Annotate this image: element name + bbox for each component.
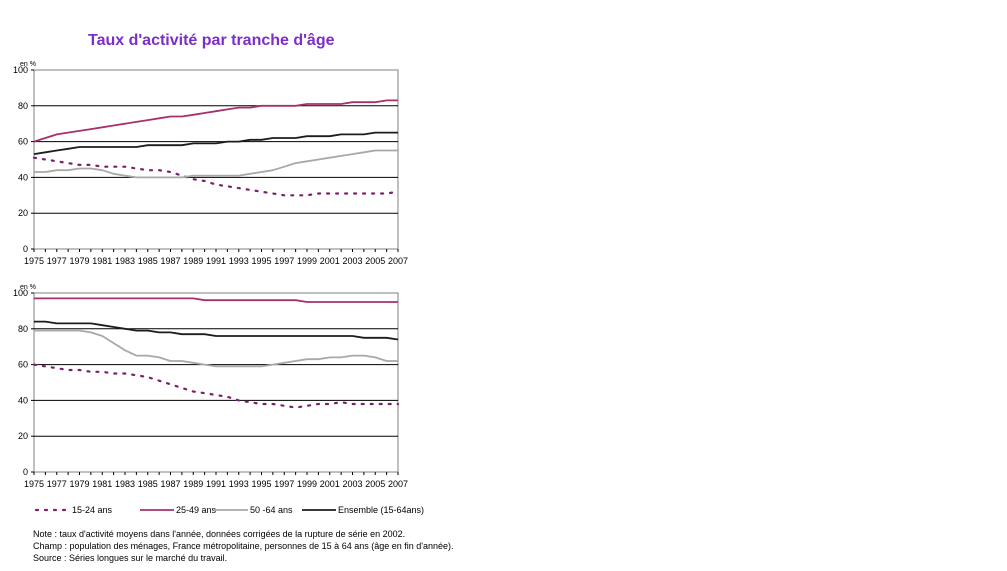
bottom-xtick-label: 1995 <box>251 479 271 489</box>
top-xtick-label: 2007 <box>388 256 408 266</box>
note-line: Champ : population des ménages, France m… <box>33 541 454 551</box>
top-series-s25-49 <box>33 99 398 143</box>
bottom-xtick-label: 1999 <box>297 479 317 489</box>
legend-label-ensemble: Ensemble (15-64ans) <box>338 505 424 515</box>
bottom-xtick-label: 1987 <box>160 479 180 489</box>
bottom-ytick-label: 100 <box>13 288 28 298</box>
top-ytick-label: 0 <box>23 244 28 254</box>
top-plot-area <box>33 69 399 250</box>
top-xtick-label: 1979 <box>69 256 89 266</box>
top-series-ensemble <box>33 131 398 155</box>
bottom-ytick-label: 20 <box>18 431 28 441</box>
legend-label-s25-49: 25-49 ans <box>176 505 217 515</box>
top-ytick-label: 40 <box>18 172 28 182</box>
bottom-ytick-label: 80 <box>18 324 28 334</box>
bottom-xtick-label: 2003 <box>342 479 362 489</box>
bottom-xtick-label: 2005 <box>365 479 385 489</box>
bottom-xtick-label: 1979 <box>69 479 89 489</box>
bottom-series-s50-64 <box>34 329 398 368</box>
bottom-ytick-label: 0 <box>23 467 28 477</box>
legend-label-s50-64: 50 -64 ans <box>250 505 293 515</box>
top-xtick-label: 1977 <box>47 256 67 266</box>
top-xtick-label: 1995 <box>251 256 271 266</box>
bottom-xtick-label: 1981 <box>92 479 112 489</box>
top-series-s15-24 <box>32 156 400 197</box>
top-xtick-label: 1989 <box>183 256 203 266</box>
top-xtick-label: 2001 <box>320 256 340 266</box>
top-xtick-label: 1981 <box>92 256 112 266</box>
bottom-unit-label: en % <box>20 284 36 291</box>
top-xtick-label: 1999 <box>297 256 317 266</box>
bottom-xtick-label: 2001 <box>320 479 340 489</box>
bottom-ytick-label: 40 <box>18 395 28 405</box>
legend: 15-24 ans 25-49 ans 50 -64 ans Ensemble (15… <box>34 505 424 515</box>
top-xtick-label: 2005 <box>365 256 385 266</box>
top-ytick-label: 100 <box>13 65 28 75</box>
top-unit-label: en % <box>20 61 36 68</box>
page-title: Taux d'activité par tranche d'âge <box>88 32 335 49</box>
top-ytick-label: 20 <box>18 208 28 218</box>
top-ytick-label: 60 <box>18 137 28 147</box>
top-xtick-label: 1993 <box>229 256 249 266</box>
bottom-xtick-label: 1991 <box>206 479 226 489</box>
top-xtick-label: 1985 <box>138 256 158 266</box>
top-xtick-label: 2003 <box>342 256 362 266</box>
top-series-s50-64 <box>34 149 398 179</box>
note-line: Note : taux d'activité moyens dans l'ann… <box>33 529 406 539</box>
top-xtick-label: 1987 <box>160 256 180 266</box>
top-xtick-label: 1975 <box>24 256 44 266</box>
top-xtick-label: 1997 <box>274 256 294 266</box>
bottom-xtick-label: 1983 <box>115 479 135 489</box>
bottom-xtick-label: 1985 <box>138 479 158 489</box>
top-xtick-label: 1991 <box>206 256 226 266</box>
bottom-xtick-label: 1989 <box>183 479 203 489</box>
bottom-xtick-label: 1977 <box>47 479 67 489</box>
bottom-plot-area <box>33 292 399 473</box>
bottom-xtick-label: 1997 <box>274 479 294 489</box>
top-ytick-label: 80 <box>18 101 28 111</box>
bottom-series-s25-49 <box>34 297 398 303</box>
bottom-xtick-label: 2007 <box>388 479 408 489</box>
bottom-ytick-label: 60 <box>18 360 28 370</box>
top-xtick-label: 1983 <box>115 256 135 266</box>
legend-label-s15-24: 15-24 ans <box>72 505 113 515</box>
bottom-series-ensemble <box>34 320 399 341</box>
note-line: Source : Séries longues sur le marché du… <box>33 553 228 563</box>
bottom-xtick-label: 1975 <box>24 479 44 489</box>
notes: Note : taux d'activité moyens dans l'ann… <box>33 528 454 564</box>
bottom-series-s15-24 <box>32 363 400 409</box>
bottom-xtick-label: 1993 <box>229 479 249 489</box>
